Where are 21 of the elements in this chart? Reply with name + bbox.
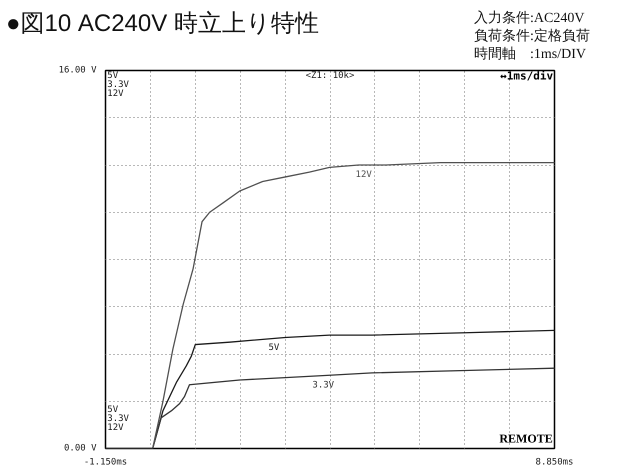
annotation: REMOTE <box>499 431 553 446</box>
text: 時間軸 :1ms/DIV <box>474 47 586 62</box>
y-tick-label: 16.00 V <box>58 66 98 76</box>
x-tick-label: 8.850ms <box>536 458 574 468</box>
text: 12V <box>107 89 124 100</box>
series-label: 3.3V <box>312 380 335 390</box>
line-series <box>106 162 554 448</box>
text: 5V <box>107 70 118 81</box>
text: 3.3V <box>107 414 129 424</box>
x-tick-label: -1.150ms <box>84 458 128 468</box>
series-label: 5V <box>268 343 280 354</box>
text: 5V <box>107 404 118 415</box>
text: 入力条件:AC240V <box>474 11 584 26</box>
y-tick-label: 0.00 V <box>64 444 98 454</box>
series-label: 12V <box>356 170 372 180</box>
text: 12V <box>107 423 124 434</box>
text: 負荷条件:定格負荷 <box>474 29 590 44</box>
text: 3.3V <box>107 80 129 90</box>
annotation: <Z1: 10k> <box>306 70 355 81</box>
annotation: ↔1ms/div <box>500 69 554 82</box>
chart-title: ●図10 AC240V 時立上り特性 <box>5 9 319 39</box>
